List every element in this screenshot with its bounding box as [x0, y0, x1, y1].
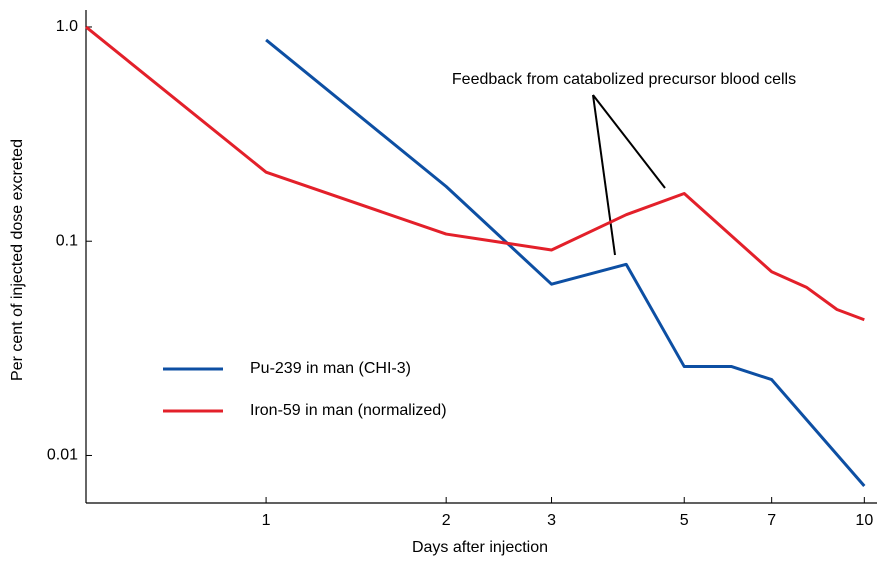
annotation: Feedback from catabolized precursor bloo…	[452, 71, 796, 88]
x-tick-label: 5	[680, 512, 689, 529]
series-line	[265, 38, 866, 488]
y-tick-label: 1.0	[56, 18, 78, 35]
x-tick-label: 3	[547, 512, 556, 529]
y-tick-label: 0.01	[47, 447, 78, 464]
x-tick-label: 10	[855, 512, 873, 529]
annotation-pointer	[592, 94, 616, 256]
x-axis-label: Days after injection	[412, 539, 548, 556]
y-tick-label: 0.1	[56, 232, 78, 249]
legend-label: Pu-239 in man (CHI-3)	[250, 360, 411, 377]
y-axis-label: Per cent of injected dose excreted	[9, 139, 26, 381]
x-tick-label: 2	[442, 512, 451, 529]
legend-label: Iron-59 in man (normalized)	[250, 402, 447, 419]
x-tick-label: 7	[767, 512, 776, 529]
annotation-pointer	[592, 94, 666, 189]
series-line	[85, 25, 865, 322]
x-tick-label: 1	[262, 512, 271, 529]
